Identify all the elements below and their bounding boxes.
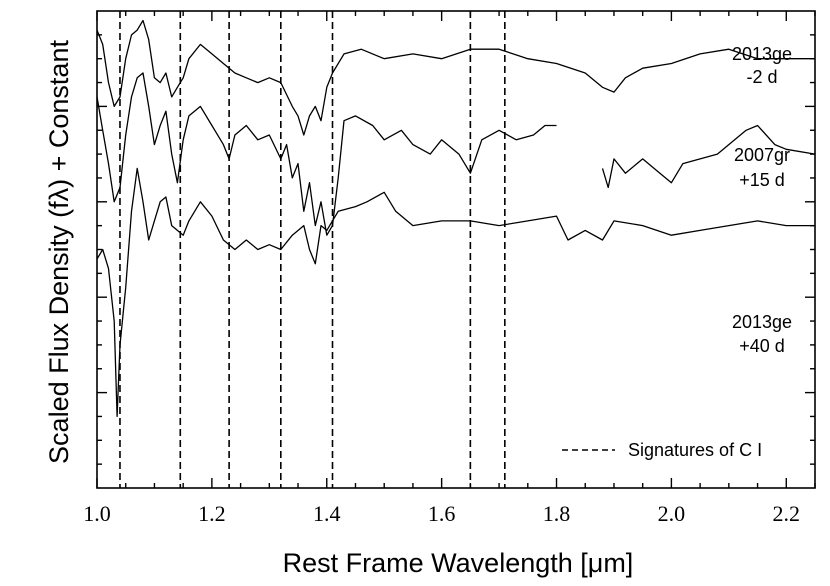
x-tick-label: 1.0 — [83, 501, 111, 526]
x-tick-label: 1.6 — [428, 501, 456, 526]
spectrum-line-2 — [96, 72, 816, 236]
y-axis-ticks — [97, 34, 815, 465]
spectrum-annotations: 2013ge -2 d 2007gr +15 d 2013ge +40 d — [732, 44, 792, 356]
carbon-signature-lines — [119, 11, 506, 488]
plot-frame — [96, 10, 816, 489]
x-tick-label: 1.2 — [198, 501, 226, 526]
spectrum-annotation-1-name: 2013ge — [732, 44, 792, 64]
spectrum-annotation-3-name: 2013ge — [732, 312, 792, 332]
x-tick-label: 1.4 — [313, 501, 341, 526]
x-axis-ticks: 1.0 1.2 1.4 1.6 1.8 2.0 2.2 — [83, 11, 816, 526]
series-lines — [96, 19, 816, 418]
plot-area — [96, 10, 816, 489]
spectrum-annotation-2-epoch: +15 d — [739, 170, 785, 190]
spectrum-annotation-2-name: 2007gr — [734, 145, 790, 165]
spectrum-line-1 — [96, 19, 815, 136]
y-axis-title: Scaled Flux Density (fλ) + Constant — [44, 40, 74, 464]
spectrum-line-3 — [96, 167, 815, 418]
x-tick-label: 2.0 — [658, 501, 686, 526]
spectrum-annotation-1-epoch: -2 d — [746, 67, 777, 87]
x-tick-label: 2.2 — [773, 501, 801, 526]
spectrum-annotation-3-epoch: +40 d — [739, 336, 785, 356]
legend-label: Signatures of C I — [628, 440, 762, 460]
legend: Signatures of C I — [562, 440, 762, 460]
x-tick-label: 1.8 — [543, 501, 571, 526]
x-axis-title: Rest Frame Wavelength [μm] — [283, 548, 634, 578]
